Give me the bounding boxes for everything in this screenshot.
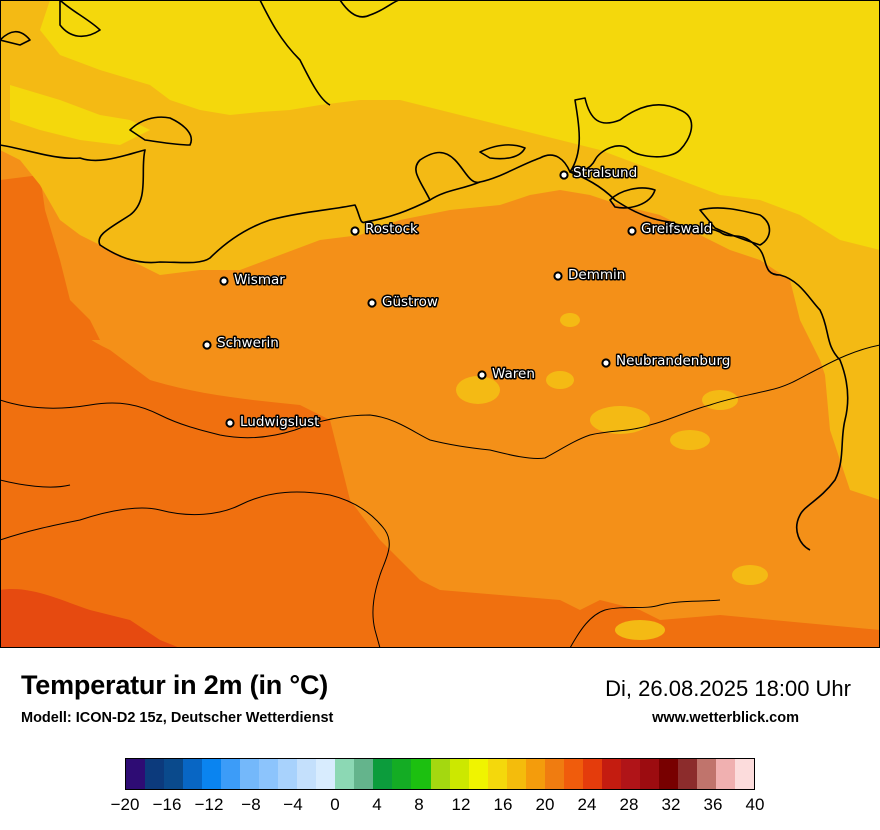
colorbar-swatch xyxy=(449,759,469,789)
colorbar-swatch xyxy=(335,759,355,789)
colorbar-swatch xyxy=(601,759,621,789)
city-label: Wismar xyxy=(234,272,285,288)
temperature-map: Stralsund Rostock Greifswald Wismar Demm… xyxy=(0,0,880,648)
colorbar-tick-label: 24 xyxy=(577,795,597,814)
temperature-colorbar xyxy=(125,758,755,790)
city-marker-rostock: Rostock xyxy=(350,220,420,239)
map-title: Temperatur in 2m (in °C) xyxy=(21,670,329,700)
colorbar-tick-label: −16 xyxy=(152,795,182,814)
colorbar-tick-label: 16 xyxy=(493,795,513,814)
colorbar-swatch xyxy=(506,759,526,789)
city-label: Greifswald xyxy=(641,221,712,237)
colorbar-ticks: −20 −16 −12 −8 −4 0 4 8 12 16 20 24 28 32 36 40 xyxy=(111,795,765,819)
colorbar-swatch xyxy=(620,759,640,789)
colorbar-tick-label: −4 xyxy=(283,795,303,814)
colorbar-swatch xyxy=(582,759,602,789)
colorbar-tick-label: 8 xyxy=(414,795,424,814)
colorbar-tick-label: −20 xyxy=(110,795,140,814)
colorbar-swatch xyxy=(183,759,203,789)
colorbar-swatch xyxy=(126,759,146,789)
colorbar-swatch xyxy=(278,759,298,789)
legend-footer: Temperatur in 2m (in °C) Modell: ICON-D2… xyxy=(0,648,880,830)
colorbar-tick-label: −8 xyxy=(241,795,261,814)
city-label: Schwerin xyxy=(217,335,279,351)
city-marker-stralsund: Stralsund xyxy=(559,164,639,183)
colorbar-swatch xyxy=(658,759,678,789)
colorbar-swatch xyxy=(202,759,222,789)
colorbar-swatch xyxy=(354,759,374,789)
city-marker-ludwigslust: Ludwigslust xyxy=(225,413,321,432)
colorbar-swatch xyxy=(164,759,184,789)
colorbar-swatch xyxy=(411,759,431,789)
colorbar-tick-label: 20 xyxy=(535,795,555,814)
colorbar-swatch xyxy=(677,759,697,789)
colorbar-tick-label: 28 xyxy=(619,795,639,814)
colorbar-swatch xyxy=(715,759,735,789)
warm-patches xyxy=(456,313,768,640)
colorbar-tick-label: 40 xyxy=(745,795,765,814)
colorbar-tick-label: 4 xyxy=(372,795,382,814)
colorbar-swatch xyxy=(696,759,716,789)
city-marker-demmin: Demmin xyxy=(553,266,627,285)
colorbar-swatch xyxy=(639,759,659,789)
city-label: Rostock xyxy=(365,221,418,237)
city-label: Waren xyxy=(492,366,535,382)
colorbar-swatch xyxy=(392,759,412,789)
colorbar-swatch xyxy=(240,759,260,789)
colorbar-tick-label: −12 xyxy=(194,795,224,814)
colorbar-swatch xyxy=(373,759,393,789)
colorbar-swatch xyxy=(316,759,336,789)
colorbar-swatch xyxy=(487,759,507,789)
colorbar-tick-label: 12 xyxy=(451,795,471,814)
city-marker-guestrow: Güstrow xyxy=(367,293,439,312)
temp-zone-24-26-west-edge xyxy=(0,175,100,340)
colorbar-swatch xyxy=(259,759,279,789)
colorbar-swatch xyxy=(221,759,241,789)
temp-zone-24-26-west xyxy=(0,246,880,648)
forecast-datetime: Di, 26.08.2025 18:00 Uhr xyxy=(605,676,851,701)
city-label: Ludwigslust xyxy=(240,414,319,430)
colorbar-tick-label: 36 xyxy=(703,795,723,814)
colorbar-swatch xyxy=(544,759,564,789)
colorbar-swatch xyxy=(735,759,755,789)
city-label: Stralsund xyxy=(573,165,637,181)
city-label: Demmin xyxy=(568,267,625,283)
city-marker-neubrandenburg: Neubrandenburg xyxy=(601,352,732,371)
colorbar-swatch xyxy=(563,759,583,789)
website-link[interactable]: www.wetterblick.com xyxy=(652,710,799,726)
temp-zone-18-20 xyxy=(10,0,880,250)
city-marker-wismar: Wismar xyxy=(219,271,287,290)
colorbar-tick-label: 0 xyxy=(330,795,340,814)
temp-zone-26-28 xyxy=(0,589,180,648)
state-borders xyxy=(0,344,880,648)
city-label: Güstrow xyxy=(382,294,438,310)
colorbar-tick-label: 32 xyxy=(661,795,681,814)
city-markers: Stralsund Rostock Greifswald Wismar Demm… xyxy=(202,164,732,432)
coastline xyxy=(0,0,849,551)
colorbar-swatch xyxy=(145,759,165,789)
city-marker-waren: Waren xyxy=(477,365,536,384)
colorbar-swatch xyxy=(297,759,317,789)
colorbar-swatch xyxy=(525,759,545,789)
temp-zone-20-22-east xyxy=(820,310,880,500)
colorbar-swatch xyxy=(468,759,488,789)
city-marker-schwerin: Schwerin xyxy=(202,334,280,353)
model-source: Modell: ICON-D2 15z, Deutscher Wetterdie… xyxy=(21,710,334,726)
colorbar-swatch xyxy=(430,759,450,789)
city-marker-greifswald: Greifswald xyxy=(627,220,714,239)
city-label: Neubrandenburg xyxy=(616,353,730,369)
